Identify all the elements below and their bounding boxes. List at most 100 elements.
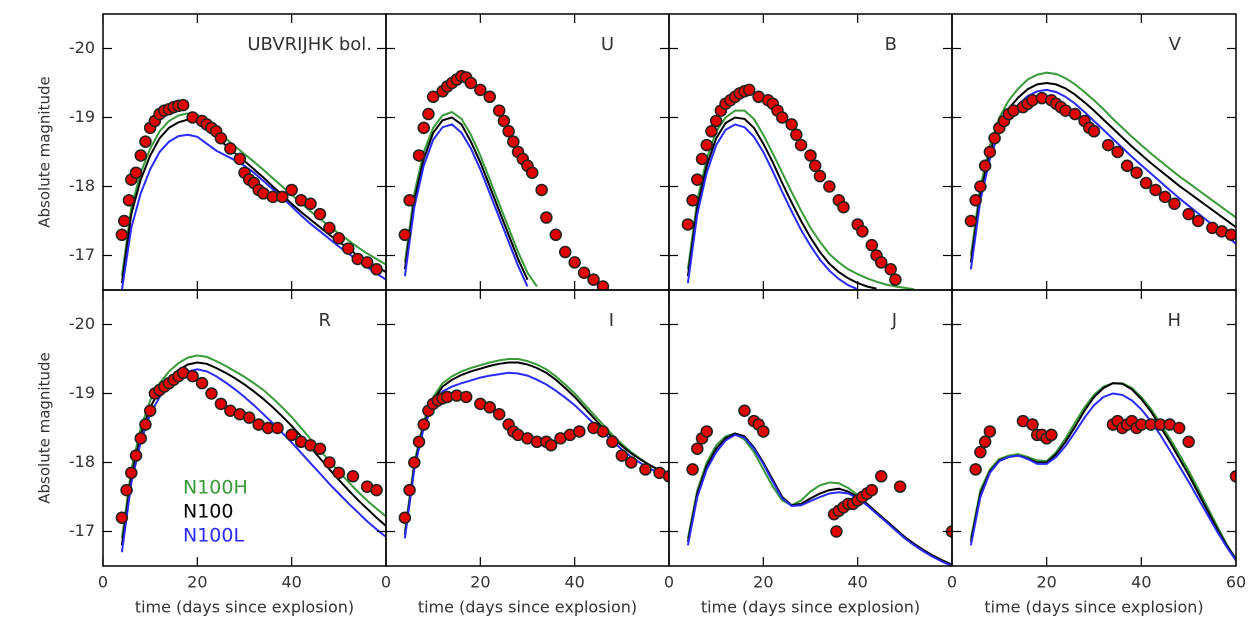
observed-point: [742, 83, 756, 97]
observed-point: [346, 470, 360, 483]
observed-point: [1182, 435, 1195, 449]
observed-point: [577, 266, 591, 279]
observed-point: [988, 131, 1001, 145]
observed-point: [403, 194, 416, 207]
observed-point: [275, 190, 289, 204]
observed-point: [360, 256, 374, 269]
x-axis-label: time (days since explosion): [701, 598, 920, 617]
observed-point: [233, 152, 247, 166]
legend-label: N100L: [183, 525, 244, 547]
model-line: [403, 116, 529, 281]
panel-title: V: [1169, 34, 1182, 55]
observed-point: [464, 76, 478, 90]
plot-area: [115, 98, 386, 290]
observed-point: [492, 104, 506, 117]
plot-area: [115, 354, 386, 553]
observed-point: [186, 370, 199, 383]
observed-point: [332, 466, 346, 480]
x-tick-label: 60: [1226, 573, 1246, 592]
panel: 0 20 40 -20 -19 -18 -17 R Absolute magnitude time…: [36, 289, 387, 617]
model-line: [686, 116, 877, 290]
x-tick-label: 0: [947, 573, 957, 592]
observed-point: [587, 273, 600, 286]
observed-point: [323, 221, 336, 235]
observed-point: [214, 397, 228, 411]
observed-point: [1068, 107, 1082, 121]
legend-label: N100H: [183, 477, 248, 499]
model-line: [686, 123, 859, 290]
x-tick-label: 40: [281, 573, 301, 592]
observed-point: [403, 483, 416, 497]
panel: U: [385, 13, 670, 291]
model-line: [969, 382, 1236, 560]
plot-area: [969, 382, 1236, 562]
observed-point: [176, 98, 190, 112]
observed-point: [398, 511, 412, 524]
observed-point: [865, 483, 879, 497]
observed-point: [342, 242, 355, 255]
observed-point: [143, 404, 157, 417]
observed-point: [978, 435, 992, 449]
legend-label: N100: [183, 501, 233, 523]
observed-point: [974, 180, 987, 193]
observed-point: [1149, 183, 1162, 197]
observed-point: [837, 200, 850, 214]
model-line: [120, 133, 386, 290]
observed-point: [474, 83, 487, 97]
observed-point: [313, 442, 327, 455]
y-tick-label: -18: [69, 452, 95, 471]
observed-point: [398, 228, 412, 242]
observed-point: [304, 197, 317, 210]
observed-point: [1182, 207, 1195, 221]
y-tick-label: -19: [69, 383, 95, 402]
observed-point: [120, 483, 133, 497]
observed-point: [738, 404, 751, 417]
observed-point: [422, 107, 435, 121]
observed-point: [969, 194, 982, 207]
observed-point: [969, 463, 982, 476]
model-line: [969, 392, 1236, 562]
observed-point: [242, 411, 256, 424]
x-axis-label: time (days since explosion): [135, 598, 354, 617]
panel-title: UBVRIJHK bol.: [247, 34, 372, 55]
observed-point: [691, 442, 704, 455]
observed-point: [549, 228, 563, 242]
observed-point: [573, 425, 586, 438]
x-tick-label: 40: [1131, 573, 1151, 592]
observed-point: [1172, 421, 1186, 435]
observed-point: [205, 387, 218, 400]
observed-point: [856, 225, 869, 238]
observed-point: [596, 280, 610, 290]
observed-point: [1111, 145, 1124, 159]
observed-point: [790, 128, 803, 141]
x-tick-label: 20: [187, 573, 207, 592]
observed-point: [412, 149, 426, 162]
observed-point: [558, 245, 572, 259]
observed-point: [412, 435, 426, 449]
observed-point: [1229, 470, 1236, 483]
observed-point: [134, 432, 147, 445]
observed-point: [983, 145, 997, 159]
plot-area: [398, 69, 610, 290]
observed-point: [830, 525, 843, 538]
panel-title: H: [1167, 310, 1181, 331]
y-tick-label: -18: [69, 176, 95, 195]
observed-point: [709, 114, 723, 128]
x-tick-label: 20: [1036, 573, 1056, 592]
panel: -20 -19 -18 -17 UBVRIJHK bol. Absolute magnit…: [36, 13, 387, 291]
x-tick-label: 40: [847, 573, 867, 592]
observed-point: [117, 214, 131, 228]
x-axis-label: time (days since explosion): [418, 598, 637, 617]
y-tick-label: -17: [69, 521, 95, 540]
observed-point: [540, 211, 553, 224]
x-tick-label: 0: [381, 573, 391, 592]
observed-point: [1139, 176, 1153, 190]
observed-point: [139, 135, 152, 148]
observed-point: [705, 125, 718, 138]
x-tick-label: 40: [564, 573, 584, 592]
y-tick-label: -20: [69, 314, 95, 333]
observed-point: [426, 90, 440, 104]
